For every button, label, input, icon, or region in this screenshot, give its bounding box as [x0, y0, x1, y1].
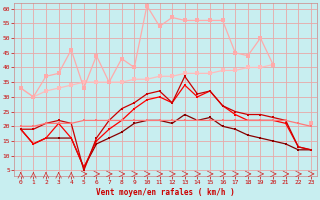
X-axis label: Vent moyen/en rafales ( km/h ): Vent moyen/en rafales ( km/h )	[96, 188, 235, 197]
